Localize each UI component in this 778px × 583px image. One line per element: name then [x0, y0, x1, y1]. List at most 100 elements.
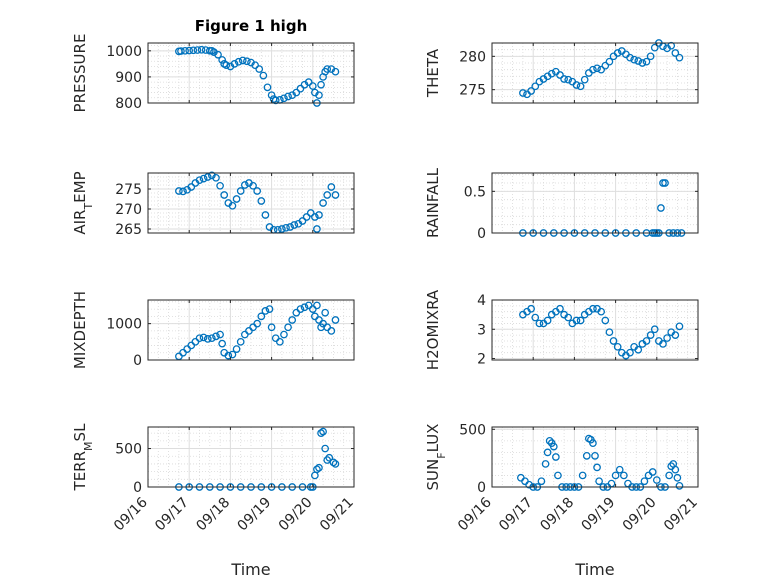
data-point [572, 316, 581, 325]
data-point [261, 211, 270, 219]
data-point [296, 84, 305, 93]
data-point [313, 465, 321, 474]
y-tick-label: 0 [477, 480, 486, 496]
data-point [331, 316, 340, 324]
data-point [298, 217, 307, 225]
data-point [300, 303, 309, 312]
data-point [224, 351, 233, 360]
data-point [302, 213, 311, 221]
data-point [282, 223, 290, 232]
data-point [185, 46, 194, 55]
data-point [214, 50, 222, 59]
figure-title: Figure 1 high [195, 17, 308, 35]
data-point [236, 337, 245, 346]
data-point [199, 333, 208, 342]
data-point [615, 465, 624, 474]
data-point [220, 191, 229, 199]
data-point [199, 174, 208, 183]
x-axis-label-left: Time [230, 560, 270, 579]
data-point [589, 439, 597, 448]
data-point [650, 325, 659, 334]
data-point [576, 82, 585, 91]
data-point [605, 57, 614, 66]
data-point [304, 78, 313, 86]
data-point [648, 468, 657, 476]
data-point [642, 337, 651, 345]
y-axis-label-1: PRESSURE [71, 34, 89, 113]
data-point [671, 465, 680, 474]
data-point [327, 183, 336, 191]
data-point [265, 305, 274, 313]
data-point [671, 331, 680, 339]
data-point [663, 334, 671, 342]
data-point [257, 197, 266, 205]
data-point [597, 65, 606, 74]
data-point [315, 211, 323, 219]
data-point [564, 313, 573, 322]
data-point [619, 471, 628, 480]
data-point [634, 57, 643, 65]
y-tick-label: 0 [477, 226, 486, 242]
y-tick-label: 500 [115, 442, 142, 458]
data-point [541, 460, 550, 468]
data-point [292, 88, 301, 97]
data-point [552, 453, 560, 461]
data-point [284, 92, 292, 101]
data-point [313, 225, 321, 233]
data-point [560, 75, 568, 83]
data-point [263, 83, 272, 92]
axes-box [147, 172, 355, 234]
y-tick-label: 2 [477, 352, 486, 368]
axes-box [491, 299, 699, 361]
data-point [675, 322, 684, 331]
data-point [665, 471, 674, 480]
data-point [572, 81, 581, 89]
data-point [634, 345, 643, 354]
data-point [556, 304, 564, 313]
data-point [331, 191, 340, 199]
data-point [549, 442, 558, 451]
y-tick-label: 280 [459, 49, 486, 65]
data-point [597, 307, 606, 316]
data-point [527, 304, 535, 313]
y-tick-label: 1000 [106, 44, 142, 60]
data-point [535, 319, 544, 328]
subplot-4: 0 0.5 RAINFALL [424, 167, 699, 242]
data-point [228, 350, 237, 359]
data-point [203, 335, 212, 343]
y-tick-label: 275 [459, 83, 486, 99]
y-axis-label-2: THETA [424, 48, 442, 98]
data-point [525, 480, 533, 489]
data-point [601, 61, 610, 70]
data-point [321, 444, 330, 453]
data-point [519, 89, 527, 97]
data-point [288, 316, 297, 324]
data-point [543, 448, 552, 457]
data-point [547, 69, 556, 78]
data-point [582, 451, 591, 460]
data-point [331, 67, 340, 76]
data-point [626, 53, 634, 62]
data-point [671, 49, 680, 57]
data-point [181, 46, 189, 55]
data-point [609, 337, 618, 345]
y-tick-label: 800 [115, 96, 142, 112]
data-point [646, 331, 655, 339]
y-axis-label-8: SUNFLUX [424, 424, 448, 491]
y-tick-label: 0 [133, 480, 142, 496]
data-point [253, 319, 262, 328]
data-point [208, 171, 216, 180]
y-tick-label: 1000 [106, 317, 142, 333]
data-point [667, 41, 676, 50]
axes-box [491, 42, 699, 104]
y-tick-label: 3 [477, 322, 486, 338]
data-point [253, 187, 262, 195]
data-point [259, 71, 268, 80]
data-point [315, 463, 323, 472]
data-point [286, 223, 294, 231]
data-point [218, 339, 227, 348]
data-point [531, 313, 540, 322]
data-point [640, 477, 649, 486]
data-point [249, 181, 257, 190]
